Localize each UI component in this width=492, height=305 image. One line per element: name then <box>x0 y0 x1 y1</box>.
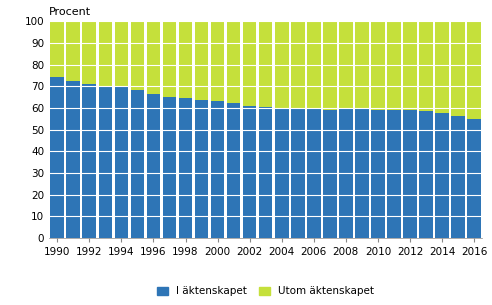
Bar <box>66 81 80 238</box>
Bar <box>307 109 321 238</box>
Bar <box>435 21 449 113</box>
Bar <box>467 119 481 238</box>
Bar <box>387 21 401 110</box>
Bar <box>387 110 401 238</box>
Bar <box>307 21 321 109</box>
Bar <box>130 90 144 238</box>
Bar <box>291 108 305 238</box>
Bar <box>179 21 192 98</box>
Bar <box>419 111 433 238</box>
Bar <box>451 116 465 238</box>
Bar <box>467 21 481 119</box>
Bar <box>291 21 305 108</box>
Bar <box>115 88 128 238</box>
Bar <box>339 21 353 109</box>
Bar <box>451 21 465 116</box>
Bar <box>50 77 64 238</box>
Bar <box>243 106 256 238</box>
Bar <box>227 21 241 102</box>
Bar <box>195 21 208 100</box>
Bar <box>371 110 385 238</box>
Bar <box>435 113 449 238</box>
Bar <box>355 21 369 109</box>
Bar <box>147 21 160 94</box>
Bar <box>50 21 64 77</box>
Bar <box>243 21 256 106</box>
Bar <box>98 21 112 86</box>
Bar <box>323 21 337 110</box>
Bar <box>163 97 176 238</box>
Bar <box>83 21 96 84</box>
Bar <box>147 94 160 238</box>
Bar <box>66 21 80 81</box>
Bar <box>227 102 241 238</box>
Bar <box>211 21 224 102</box>
Bar <box>419 21 433 111</box>
Bar <box>259 21 273 107</box>
Bar <box>275 108 288 238</box>
Legend: I äktenskapet, Utom äktenskapet: I äktenskapet, Utom äktenskapet <box>153 282 378 300</box>
Bar <box>211 102 224 238</box>
Bar <box>371 21 385 110</box>
Bar <box>259 107 273 238</box>
Bar <box>195 100 208 238</box>
Text: Procent: Procent <box>49 7 92 17</box>
Bar <box>163 21 176 97</box>
Bar <box>130 21 144 90</box>
Bar <box>323 110 337 238</box>
Bar <box>275 21 288 108</box>
Bar <box>83 84 96 238</box>
Bar <box>98 86 112 238</box>
Bar <box>115 21 128 88</box>
Bar <box>339 109 353 238</box>
Bar <box>403 21 417 110</box>
Bar <box>403 110 417 238</box>
Bar <box>355 109 369 238</box>
Bar <box>179 98 192 238</box>
